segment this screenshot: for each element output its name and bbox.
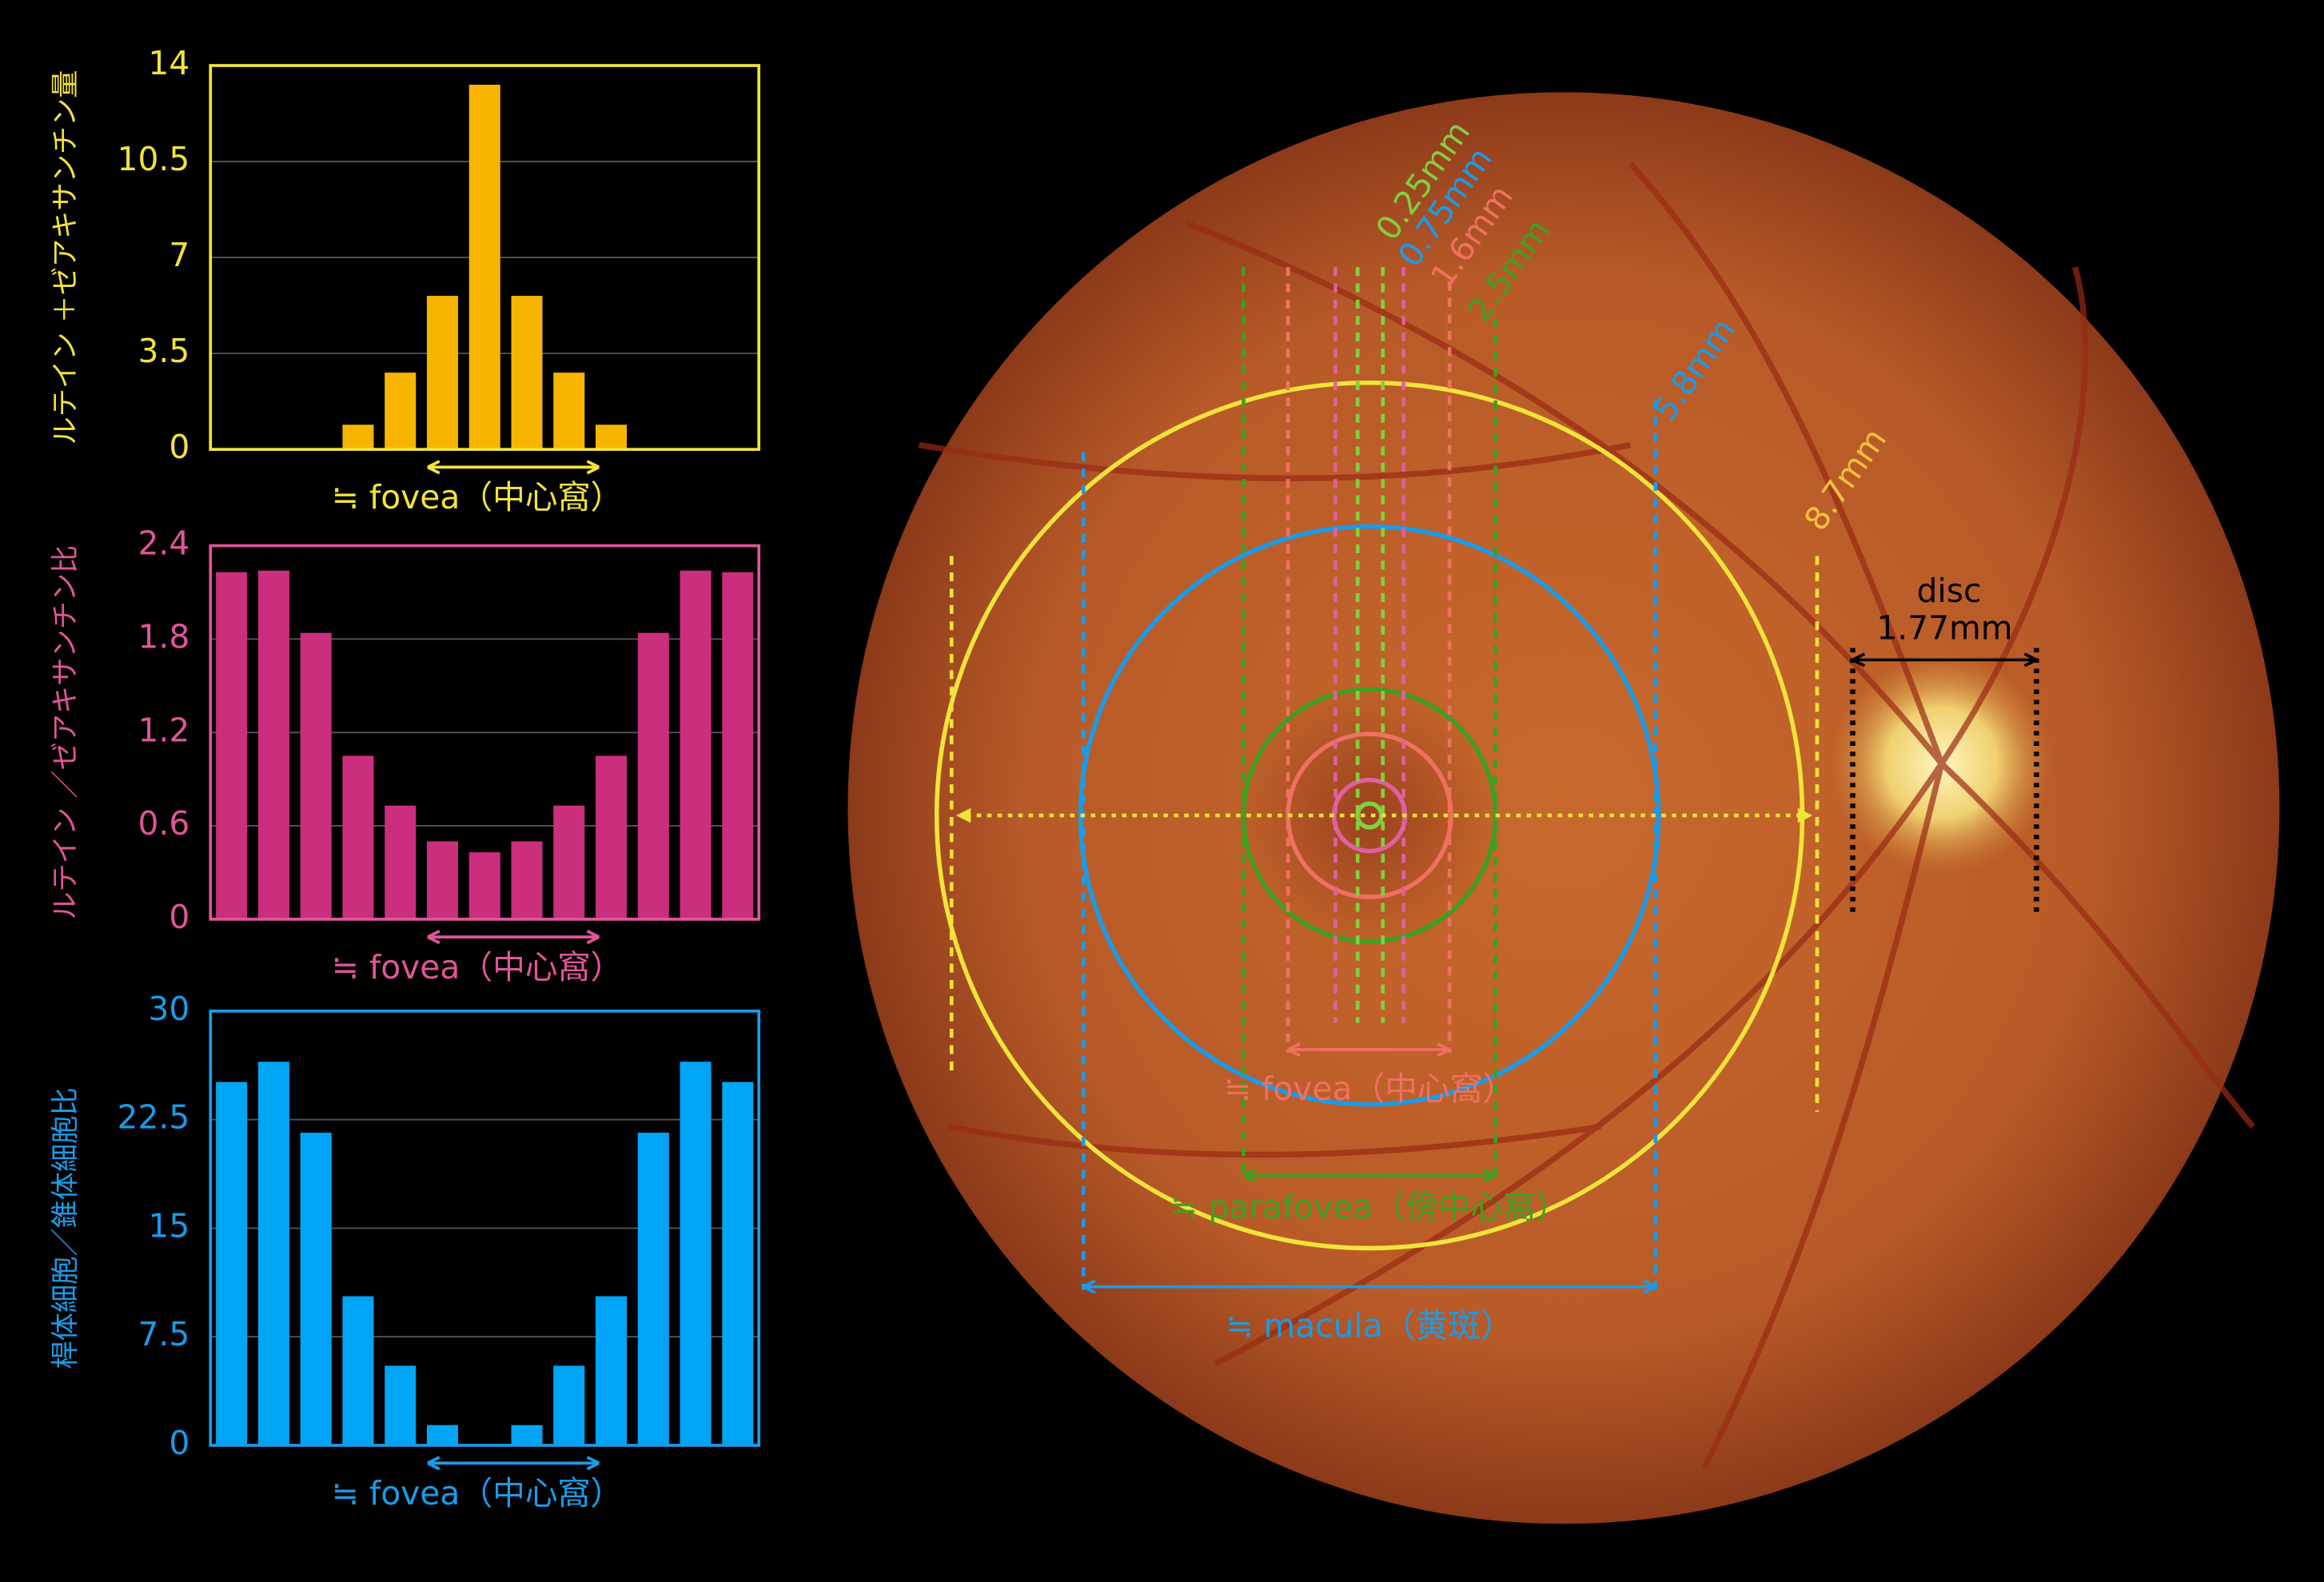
disc-arrow — [1852, 652, 2038, 667]
vessels — [918, 161, 2255, 1469]
y-tick-label: 0.6 — [138, 804, 189, 843]
bar — [596, 424, 628, 450]
macula-label: ≒ macula（黄斑） — [1226, 1307, 1513, 1345]
y-axis-label: 桿体細胞／錐体細胞比 — [49, 1087, 82, 1369]
y-tick-label: 0 — [169, 898, 189, 936]
fundus-disk — [847, 92, 2280, 1524]
bar — [385, 373, 417, 450]
bar — [257, 1062, 289, 1446]
bar — [553, 373, 585, 450]
fovea-arrow — [427, 460, 600, 475]
bar — [342, 1296, 374, 1446]
y-axis-label: ルテイン ＋ゼアキサンチン量 — [49, 70, 82, 445]
parafovea-label: ≒ parafovea（傍中心窩） — [1170, 1188, 1569, 1226]
y-tick-label: 7 — [169, 236, 189, 274]
bar — [385, 1365, 417, 1446]
bar — [257, 570, 289, 919]
bar — [596, 1296, 628, 1446]
plot-frame — [209, 64, 761, 452]
x-axis-label: ≒ fovea（中心窩） — [332, 948, 623, 986]
bar — [511, 296, 543, 450]
bar — [426, 1425, 459, 1446]
x-axis-label: ≒ fovea（中心窩） — [332, 478, 623, 516]
x-axis-label: ≒ fovea（中心窩） — [332, 1474, 623, 1512]
y-tick-label: 0 — [169, 428, 189, 466]
bar — [511, 841, 543, 919]
bar — [637, 632, 669, 919]
bar — [553, 1365, 585, 1446]
fovea-arrow — [1287, 1042, 1450, 1058]
macula-shade — [1236, 682, 1503, 949]
y-tick-label: 3.5 — [138, 332, 189, 370]
fundus — [847, 92, 2280, 1524]
bar — [680, 570, 712, 919]
plot-frame — [209, 1009, 761, 1447]
bar — [511, 1425, 543, 1446]
y-tick-label: 0 — [169, 1424, 189, 1462]
bar — [468, 852, 500, 919]
macula-arrow — [1082, 1279, 1656, 1294]
fovea-label: ≒ fovea（中心窩） — [1224, 1070, 1515, 1108]
bar — [216, 572, 248, 919]
arrows — [955, 652, 2038, 1294]
fovea-arrow — [427, 1456, 600, 1471]
bar — [342, 755, 374, 919]
bar — [553, 805, 585, 919]
y-tick-label: 22.5 — [118, 1098, 190, 1137]
bar — [300, 632, 332, 919]
y-axis-label: ルテイン ／ゼアキサンチン比 — [49, 545, 82, 920]
bar — [680, 1062, 712, 1446]
bar — [637, 1132, 669, 1446]
bar — [596, 755, 628, 919]
charts: 0 3.5 7 10.5 14 ルテイン ＋ゼアキサンチン量 ≒ fovea（中心窩） 0 0.… — [49, 44, 761, 1512]
bar — [722, 1082, 754, 1446]
bar — [426, 841, 459, 919]
y-tick-label: 14 — [148, 44, 189, 82]
y-tick-label: 30 — [148, 990, 189, 1028]
y-tick-label: 10.5 — [118, 140, 190, 178]
y-tick-label: 1.2 — [138, 711, 189, 749]
y-tick-label: 1.8 — [138, 617, 189, 656]
fovea-arrow — [427, 930, 600, 945]
y-tick-label: 2.4 — [138, 524, 189, 563]
bar — [216, 1082, 248, 1446]
parafovea-arrow — [1242, 1168, 1497, 1183]
bar — [385, 805, 417, 919]
disc-size: 1.77mm — [1876, 608, 2012, 647]
bar — [468, 84, 500, 450]
bar — [300, 1132, 332, 1446]
plot-frame — [209, 544, 761, 921]
y-tick-label: 7.5 — [138, 1315, 189, 1353]
disc-label: disc — [1917, 572, 1982, 610]
bar — [342, 424, 374, 450]
y-tick-label: 15 — [148, 1206, 189, 1245]
bar — [426, 296, 459, 450]
bar — [722, 572, 754, 919]
